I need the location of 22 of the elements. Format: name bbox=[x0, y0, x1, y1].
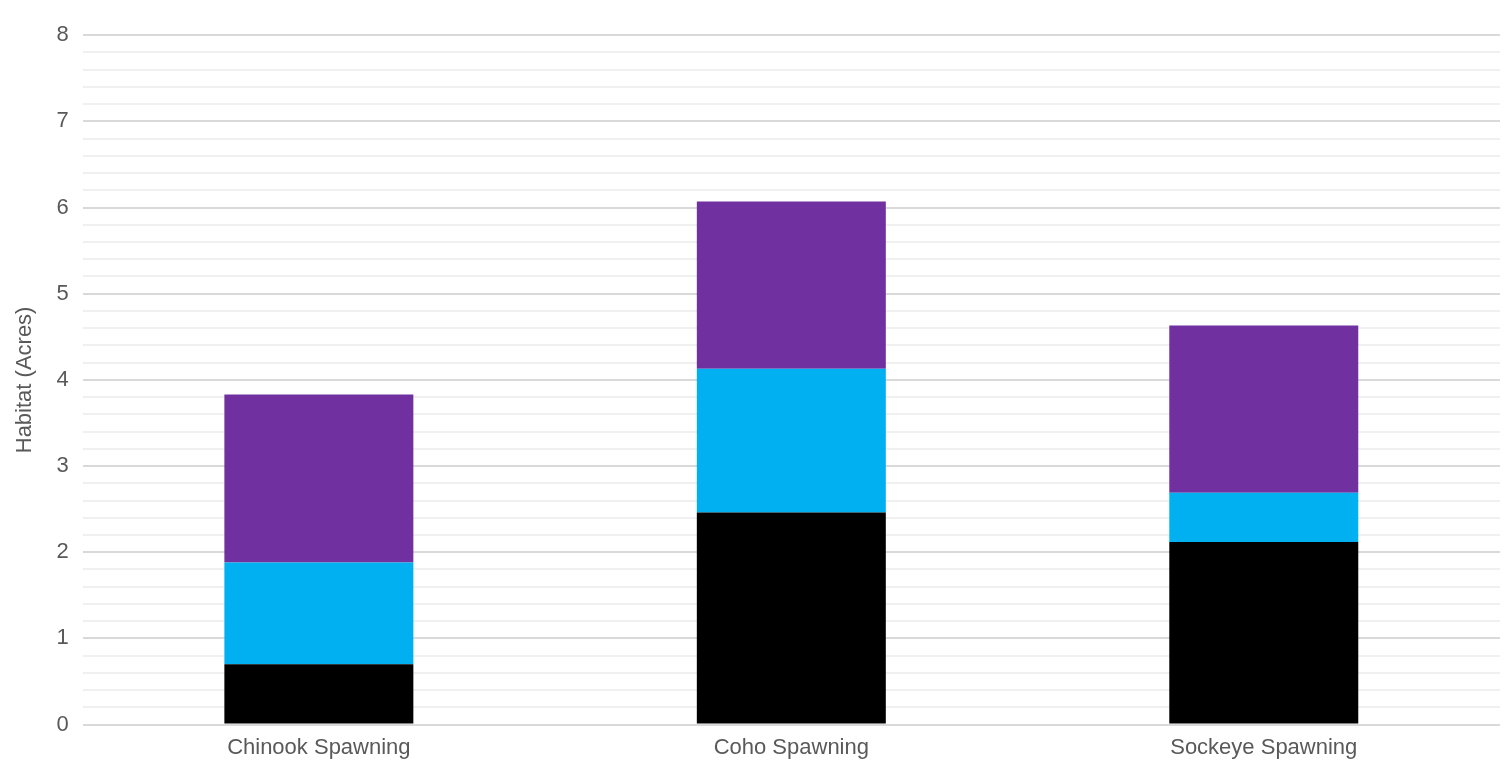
bar bbox=[224, 664, 414, 724]
bar bbox=[1169, 325, 1359, 493]
x-tick-label: Chinook Spawning bbox=[227, 733, 411, 759]
y-tick-label: 3 bbox=[56, 452, 69, 478]
x-tick-label: Sockeye Spawning bbox=[1170, 733, 1358, 759]
bar bbox=[1169, 492, 1359, 542]
y-tick-label: 6 bbox=[56, 193, 69, 219]
bar bbox=[224, 562, 414, 665]
y-tick-label: 7 bbox=[56, 107, 69, 133]
bar bbox=[224, 394, 414, 563]
y-tick-label: 4 bbox=[56, 365, 69, 391]
bar bbox=[696, 368, 886, 513]
y-tick-label: 2 bbox=[56, 538, 69, 564]
y-axis-title: Habitat (Acres) bbox=[11, 306, 37, 454]
x-tick-label: Coho Spawning bbox=[713, 733, 869, 759]
bar bbox=[1169, 541, 1359, 724]
y-tick-label: 1 bbox=[56, 624, 69, 650]
bar bbox=[696, 512, 886, 724]
y-tick-label: 8 bbox=[56, 21, 69, 47]
y-tick-label: 5 bbox=[56, 279, 69, 305]
bar bbox=[696, 201, 886, 369]
y-tick-label: 0 bbox=[56, 710, 69, 736]
